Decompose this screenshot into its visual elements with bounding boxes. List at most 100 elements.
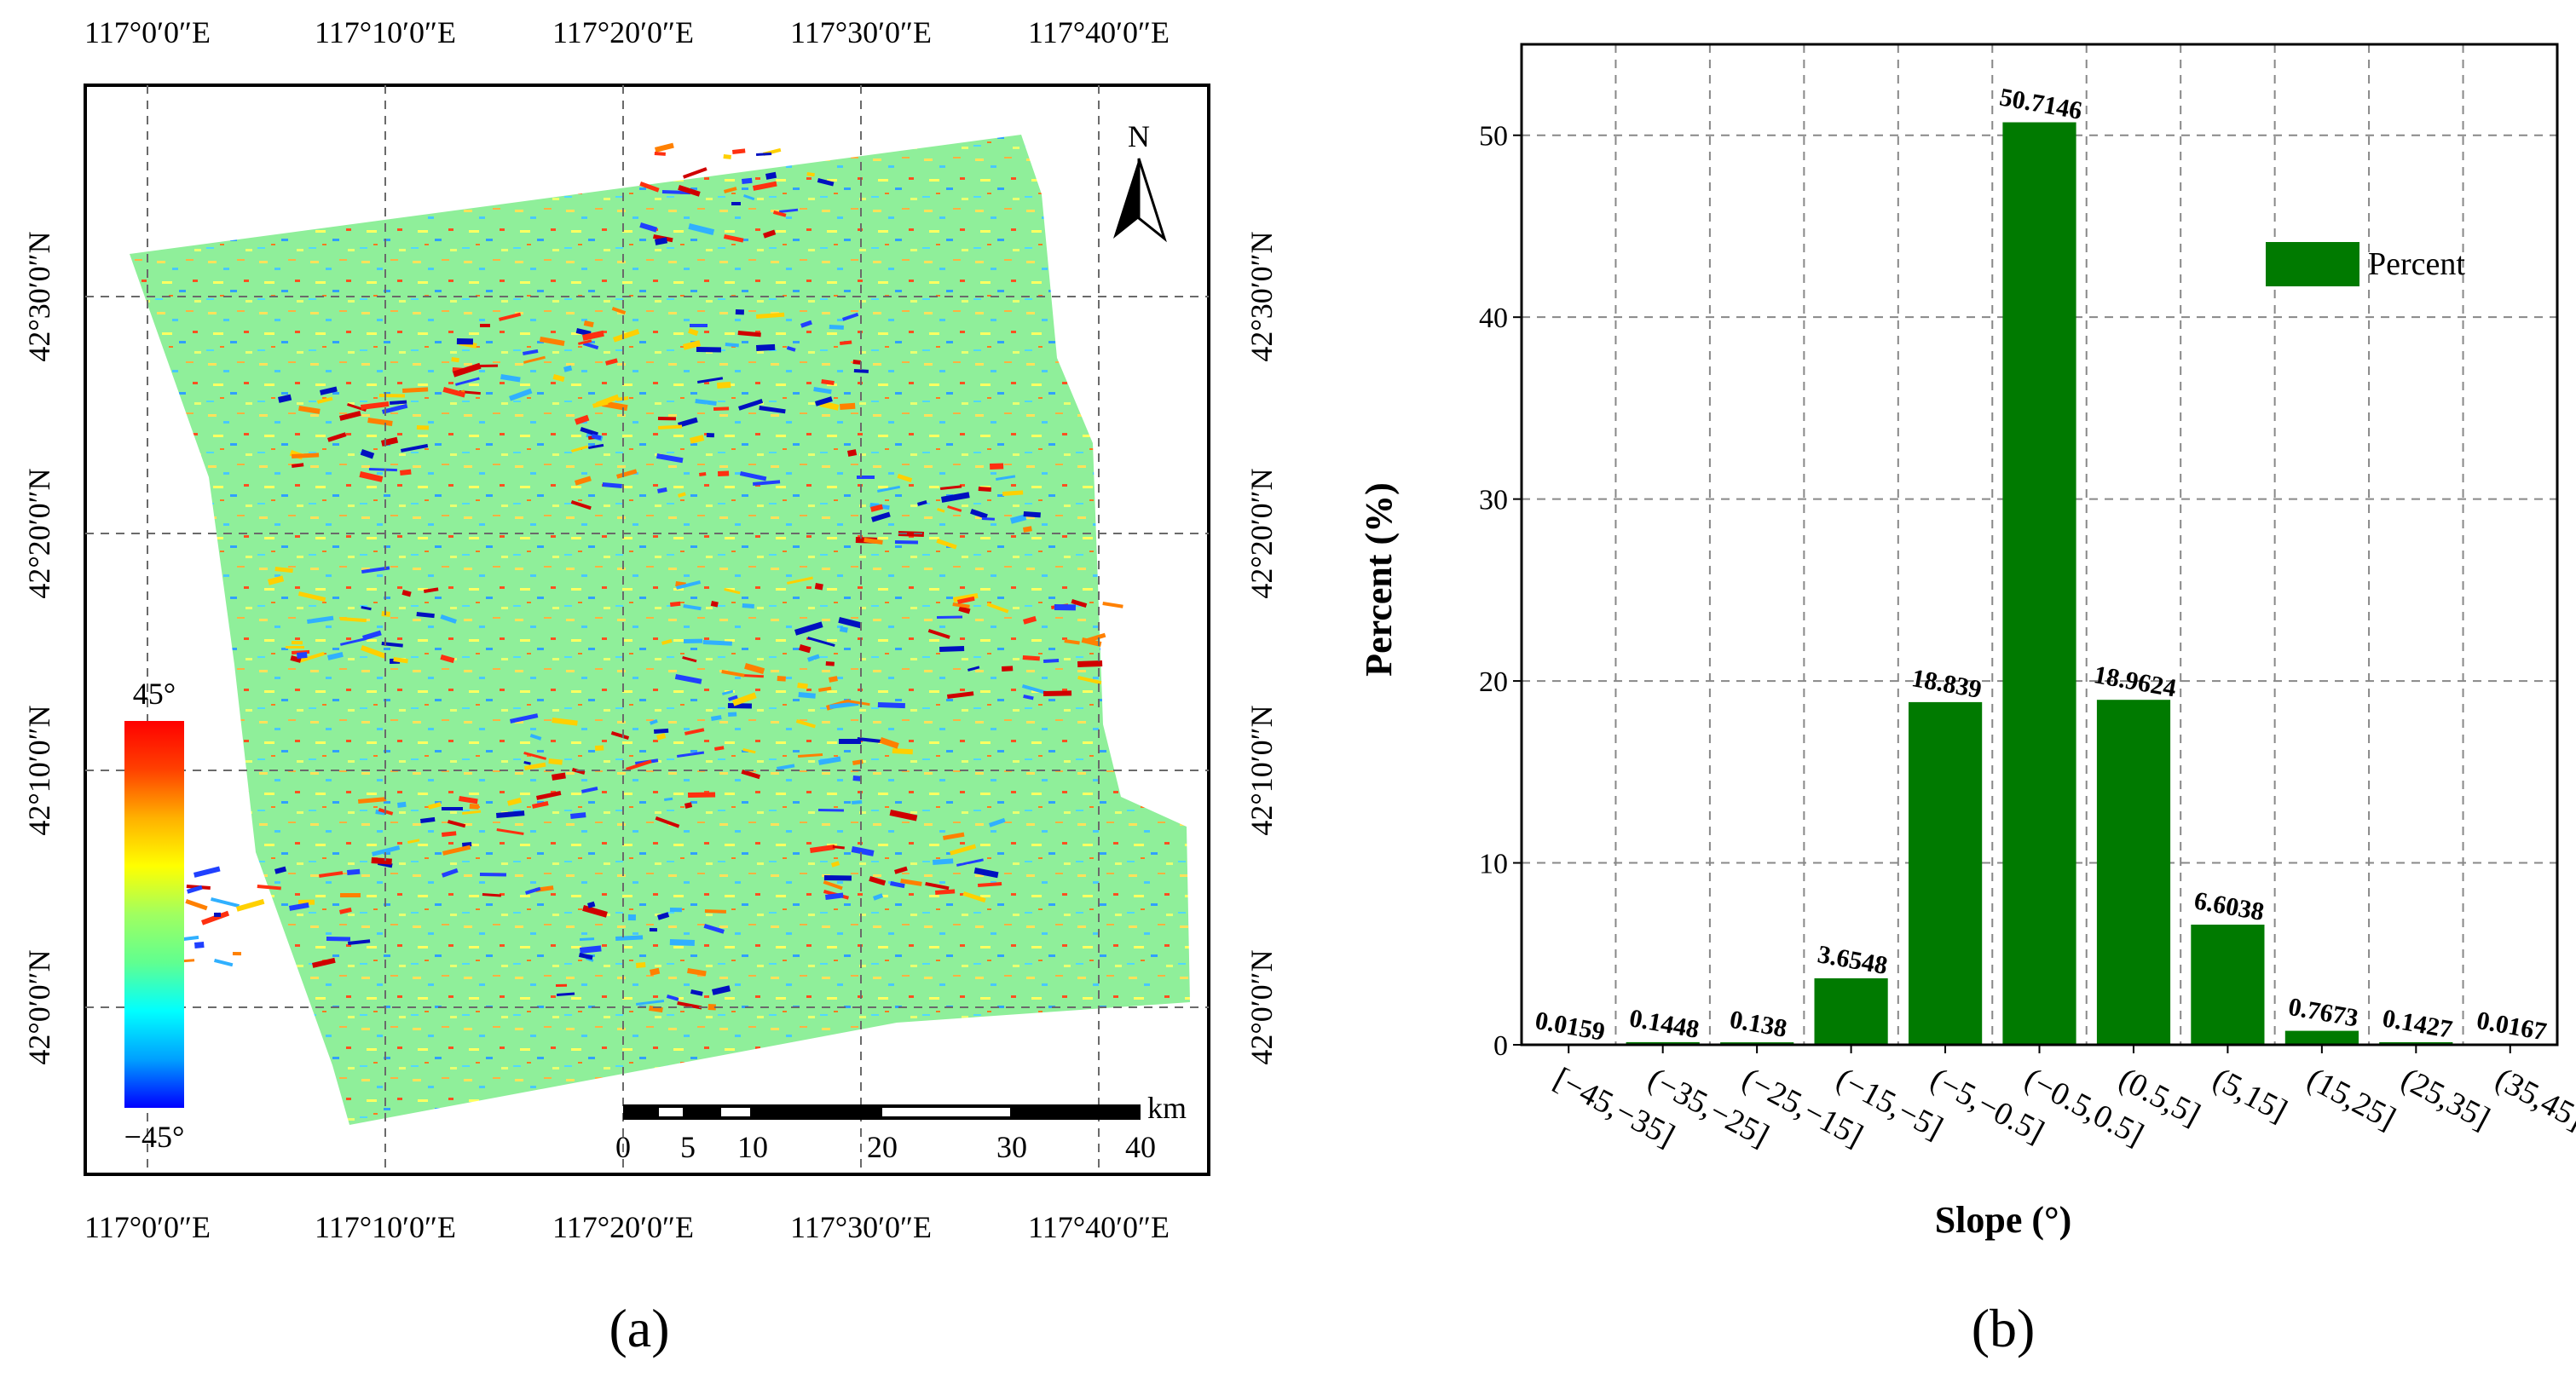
terrain-streak [765,171,777,180]
terrain-streak [655,816,680,828]
terrain-streak [933,858,954,865]
terrain-streak [440,614,457,624]
terrain-streak [847,449,858,457]
terrain-streak [696,347,721,353]
bar-7 [2191,925,2265,1045]
terrain-streak [274,866,287,874]
terrain-streak [877,702,905,709]
terrain-streak [291,453,320,458]
terrain-streak [407,839,420,844]
bar-3 [1814,978,1888,1045]
terrain-streak [894,866,908,874]
scale-unit: km [1147,1091,1187,1125]
terrain-streak [523,751,547,760]
terrain-streak [939,645,965,652]
terrain-streak [320,386,338,395]
terrain-streak [669,907,682,913]
terrain-streak [806,171,815,177]
terrain-streak [710,715,722,721]
terrain-streak [947,505,962,512]
colorbar-min-label: −45° [124,1120,185,1154]
terrain-streak [728,712,737,717]
bar-chart-panel: 0.0159 0.1448 0.138 3.6548 18.839 50.7146 18.9… [1358,43,2576,1358]
chart-y-ticks: 0 10 20 30 40 50 [1479,121,1522,1062]
terrain-streak [702,640,732,646]
terrain-streak [787,576,813,585]
terrain-streak [1002,490,1024,496]
panel-label-a: (a) [609,1298,669,1358]
terrain-streak [742,603,754,608]
terrain-streak [427,802,442,810]
terrain-streak [940,485,962,490]
lat-label-left-1: 42°30′0″N [22,231,56,361]
terrain-streak [185,898,208,911]
terrain-streak [1023,511,1041,518]
terrain-streak [455,377,480,386]
terrain-streak [523,349,539,355]
terrain-streak [741,177,753,184]
terrain-streak [756,153,772,156]
bar-1 [1626,1041,1700,1045]
scale-bar: km 0 5 10 20 30 40 [615,1091,1187,1164]
terrain-features [162,142,1123,1013]
terrain-streak [1023,694,1034,701]
terrain-streak [361,566,390,574]
terrain-streak [676,579,702,590]
terrain-streak [829,325,844,330]
terrain-streak [742,673,764,678]
lon-label-top-2: 117°10′0″E [315,15,456,49]
lon-label-bottom-1: 117°0′0″E [84,1210,211,1244]
terrain-streak [298,651,325,663]
terrain-streak [738,399,764,411]
terrain-streak [594,745,604,751]
terrain-streak [797,683,808,689]
lat-label-left-2: 42°20′0″N [22,468,56,598]
terrain-streak [852,775,862,781]
terrain-streak [851,846,875,856]
terrain-streak [650,967,661,976]
slope-map-image [130,135,1190,1125]
terrain-streak [499,312,522,321]
terrain-streak [602,482,622,488]
terrain-streak [936,539,957,550]
terrain-streak [582,342,599,350]
lat-label-right-3: 42°10′0″N [1245,705,1279,835]
terrain-streak [582,905,608,918]
terrain-streak [706,433,714,438]
terrain-streak [678,417,698,428]
terrain-streak [978,486,991,493]
terrain-streak [535,790,562,800]
terrain-streak [657,912,670,920]
terrain-streak [523,355,546,364]
terrain-streak [338,907,352,914]
terrain-streak [1021,684,1048,695]
terrain-streak [390,400,407,405]
terrain-streak [699,472,707,476]
terrain-streak [688,792,716,798]
terrain-streak [416,612,435,619]
terrain-streak [807,636,835,647]
terrain-streak [798,692,816,699]
north-arrow: N [1113,119,1167,243]
terrain-streak [852,360,861,365]
chart-x-ticks: [−45,−35](−35,−25](−25,−15](−15,−5](−5,−… [1548,1045,2576,1154]
terrain-streak [442,868,459,878]
terrain-streak [592,400,609,408]
terrain-streak [1002,666,1014,672]
terrain-streak [627,914,636,921]
colorbar-ramp [124,721,184,1108]
terrain-streak [818,686,832,692]
terrain-streak [989,817,1006,827]
terrain-streak [1064,639,1080,645]
terrain-streak [1043,690,1072,696]
terrain-streak [937,615,963,619]
chart-grid [1522,44,2557,1045]
terrain-streak [810,844,835,853]
terrain-streak [840,340,852,345]
terrain-streak [587,901,596,908]
terrain-streak [703,923,725,934]
lat-label-right-2: 42°20′0″N [1245,468,1279,598]
bar-6 [2096,700,2171,1045]
map-panel: 117°0′0″E 117°10′0″E 117°20′0″E 117°30′0… [22,15,1279,1358]
terrain-streak [682,656,697,663]
